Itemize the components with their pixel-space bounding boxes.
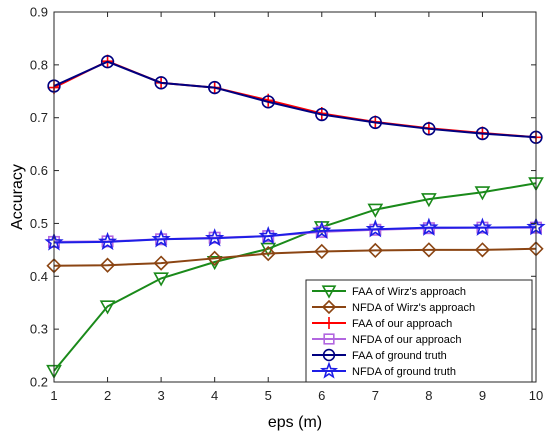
y-tick-label: 0.4 — [30, 269, 48, 284]
series-line — [53, 247, 537, 267]
data-point — [260, 245, 276, 262]
axis-layer: 1 2 3 4 5 6 7 8 9 10 0.2 0.3 0.4 0.5 0.6 0.7 0.8 0.9 — [30, 5, 543, 404]
data-point — [258, 226, 278, 245]
x-tick-label: 9 — [479, 388, 486, 403]
data-point — [367, 242, 383, 259]
legend-swatch-marker — [321, 285, 337, 299]
data-point — [421, 242, 437, 258]
x-tick-label: 8 — [425, 388, 432, 403]
data-point — [315, 107, 329, 122]
x-tick-label: 7 — [372, 388, 379, 403]
y-tick-label: 0.8 — [30, 57, 48, 72]
series-line — [53, 60, 537, 139]
legend-label: NFDA of ground truth — [352, 366, 456, 378]
data-point — [472, 217, 493, 236]
y-tick-label: 0.7 — [30, 110, 48, 125]
legend-entry: FAA of ground truth — [312, 348, 447, 362]
legend-swatch-marker — [319, 361, 339, 379]
y-tick-label: 0.9 — [30, 5, 48, 20]
data-point — [151, 229, 171, 248]
data-point — [154, 76, 168, 90]
legend-label: FAA of Wirz's approach — [352, 286, 466, 298]
x-tick-label: 6 — [318, 388, 325, 403]
data-point — [475, 126, 490, 141]
legend-swatch-marker — [323, 317, 335, 329]
data-point — [97, 231, 118, 251]
legend-swatch-marker — [322, 348, 336, 362]
data-point — [99, 257, 116, 273]
x-tick-label: 2 — [104, 388, 111, 403]
series-line — [53, 182, 537, 372]
legend-label: FAA of our approach — [352, 318, 452, 330]
data-point — [208, 80, 222, 95]
series-line — [53, 226, 537, 244]
legend-box — [305, 279, 533, 383]
x-tick-label: 5 — [265, 388, 272, 403]
legend-entry: NFDA of ground truth — [312, 361, 456, 379]
data-point — [421, 193, 437, 208]
y-tick-label: 0.6 — [30, 163, 48, 178]
data-point — [99, 300, 116, 315]
legend: FAA of Wirz's approach NFDA of Wirz's app… — [305, 279, 533, 383]
legend-entry: NFDA of our approach — [312, 333, 461, 346]
data-point — [365, 219, 385, 238]
data-point — [422, 122, 436, 136]
legend-swatch-marker — [321, 299, 337, 315]
x-tick-label: 4 — [211, 388, 218, 403]
data-point — [207, 250, 223, 266]
x-tick-label: 3 — [157, 388, 164, 403]
data-point — [419, 217, 439, 236]
x-axis-title: eps (m) — [268, 414, 322, 431]
data-point — [368, 115, 382, 130]
y-tick-label: 0.5 — [30, 216, 48, 231]
y-tick-label: 0.2 — [30, 375, 48, 390]
data-point — [314, 243, 330, 260]
x-tick-label: 1 — [50, 388, 57, 403]
y-tick-label: 0.3 — [30, 322, 48, 337]
data-point — [153, 272, 169, 287]
data-point — [367, 203, 384, 218]
legend-label: NFDA of our approach — [352, 334, 461, 346]
data-point — [153, 255, 169, 271]
data-point — [312, 220, 332, 240]
x-tick-label: 10 — [529, 388, 543, 403]
legend-entry: NFDA of Wirz's approach — [312, 299, 475, 315]
legend-label: FAA of ground truth — [352, 350, 447, 362]
plot-frame — [53, 11, 537, 383]
legend-swatch-marker — [323, 333, 335, 345]
legend-entry: FAA of Wirz's approach — [312, 285, 466, 299]
series-1 — [46, 177, 544, 380]
series-6 — [44, 217, 546, 251]
y-axis-title: Accuracy — [9, 164, 26, 230]
data-point — [474, 186, 491, 201]
data-point — [261, 95, 275, 109]
data-point — [100, 55, 115, 69]
data-point — [205, 228, 225, 247]
legend-label: NFDA of Wirz's approach — [352, 302, 475, 314]
legend-entry: FAA of our approach — [312, 317, 452, 330]
data-point — [474, 242, 491, 258]
